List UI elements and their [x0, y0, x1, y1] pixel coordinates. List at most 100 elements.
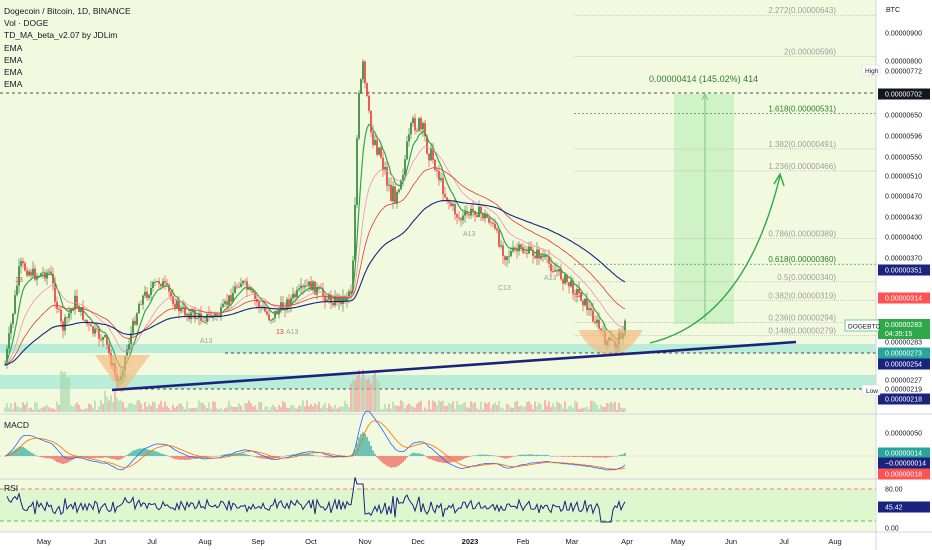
volume-bar — [404, 408, 406, 412]
indicator-volume[interactable]: Vol · DOGE — [4, 18, 49, 29]
volume-bar — [400, 400, 402, 412]
volume-bar — [144, 401, 146, 412]
candle-body — [498, 230, 500, 247]
volume-bar — [42, 407, 44, 412]
macd-histogram-bar — [316, 455, 318, 457]
candle-body — [220, 307, 222, 318]
volume-bar — [304, 406, 306, 412]
volume-bar — [372, 374, 374, 412]
macd-histogram-bar — [4, 456, 6, 457]
volume-bar — [298, 405, 300, 412]
volume-bar — [330, 406, 332, 412]
indicator-td-ma[interactable]: TD_MA_beta_v2.07 by JDLim — [4, 30, 118, 41]
candle-body — [362, 61, 364, 80]
candle-body — [200, 313, 202, 321]
volume-bar — [490, 408, 492, 412]
macd-histogram-bar — [448, 456, 450, 463]
macd-histogram-bar — [410, 453, 412, 456]
volume-bar — [524, 406, 526, 412]
indicator-ema-3[interactable]: EMA — [4, 67, 23, 78]
macd-histogram-bar — [180, 456, 182, 460]
volume-bar — [432, 400, 434, 412]
volume-bar — [184, 409, 186, 412]
macd-histogram-bar — [174, 456, 176, 460]
volume-bar — [456, 400, 458, 412]
candle-body — [204, 321, 206, 323]
volume-bar — [176, 405, 178, 412]
macd-histogram-bar — [570, 456, 572, 457]
macd-histogram-bar — [374, 453, 376, 456]
time-axis[interactable]: May Jun Jul Aug Sep Oct Nov Dec 2023 Feb Mar Apr May… — [37, 537, 842, 546]
candle-body — [402, 175, 404, 181]
volume-bar — [112, 402, 114, 412]
candle-body — [268, 314, 270, 321]
volume-bar — [206, 408, 208, 412]
candle-body — [6, 348, 8, 365]
ema-line-20 — [4, 146, 626, 366]
volume-bar — [462, 403, 464, 412]
fib-label: 0.786(0.00000389) — [768, 230, 836, 239]
price-axis[interactable]: 0.00000900 0.00000800 0.00000772 0.00000702… — [878, 31, 930, 533]
volume-bar — [64, 371, 66, 412]
volume-bar — [358, 369, 360, 412]
volume-bar — [30, 407, 32, 412]
candle-body — [496, 228, 498, 231]
candle-body — [26, 270, 28, 276]
candle-body — [244, 280, 246, 282]
volume-bar — [488, 402, 490, 412]
indicator-ema-1[interactable]: EMA — [4, 42, 23, 53]
macd-histogram-bar — [464, 456, 466, 459]
macd-histogram-bar — [48, 456, 50, 459]
candle-body — [532, 249, 534, 257]
volume-bar — [346, 404, 348, 412]
macd-histogram-bar — [106, 456, 108, 458]
macd-histogram-bar — [474, 455, 476, 456]
ema-line-40 — [4, 167, 626, 366]
macd-histogram-bar — [470, 456, 472, 457]
volume-bar — [492, 404, 494, 412]
volume-bar — [570, 405, 572, 412]
candle-body — [186, 313, 188, 316]
volume-bar — [164, 401, 166, 412]
candle-body — [98, 328, 100, 339]
volume-bar — [566, 408, 568, 412]
candle-body — [170, 291, 172, 297]
volume-bar — [368, 378, 370, 412]
time-tick: Dec — [411, 537, 425, 546]
macd-histogram-bar — [328, 456, 330, 458]
volume-bar — [528, 401, 530, 412]
volume-bar — [136, 400, 138, 412]
time-tick: Jul — [779, 537, 789, 546]
volume-bar — [264, 406, 266, 412]
time-tick: Jun — [94, 537, 106, 546]
macd-histogram-bar — [404, 456, 406, 461]
macd-histogram-bar — [590, 456, 592, 458]
macd-histogram-bar — [300, 453, 302, 456]
candle-body — [68, 313, 70, 318]
volume-bar — [314, 403, 316, 412]
candle-body — [316, 286, 318, 295]
macd-histogram-bar — [222, 454, 224, 456]
indicator-ema-4[interactable]: EMA — [4, 79, 23, 90]
chart-title[interactable]: Dogecoin / Bitcoin, 1D, BINANCE — [4, 6, 131, 16]
candle-body — [576, 289, 578, 295]
macd-histogram-bar — [562, 456, 564, 457]
volume-bars — [4, 369, 626, 412]
candle-body — [412, 118, 414, 124]
macd-histogram-bar — [90, 456, 92, 459]
indicator-ema-2[interactable]: EMA — [4, 54, 23, 65]
volume-bar — [436, 405, 438, 412]
volume-bar — [8, 407, 10, 412]
support-zone-upper — [0, 344, 876, 353]
macd-histogram-bar — [152, 450, 154, 456]
macd-histogram-bar — [258, 456, 260, 459]
macd-histogram-bar — [524, 454, 526, 456]
projection-box — [674, 94, 734, 324]
volume-bar — [284, 402, 286, 412]
volume-bar — [210, 408, 212, 412]
volume-bar — [508, 405, 510, 412]
macd-histogram-bar — [160, 453, 162, 456]
macd-chip — [878, 457, 930, 469]
volume-bar — [468, 408, 470, 412]
